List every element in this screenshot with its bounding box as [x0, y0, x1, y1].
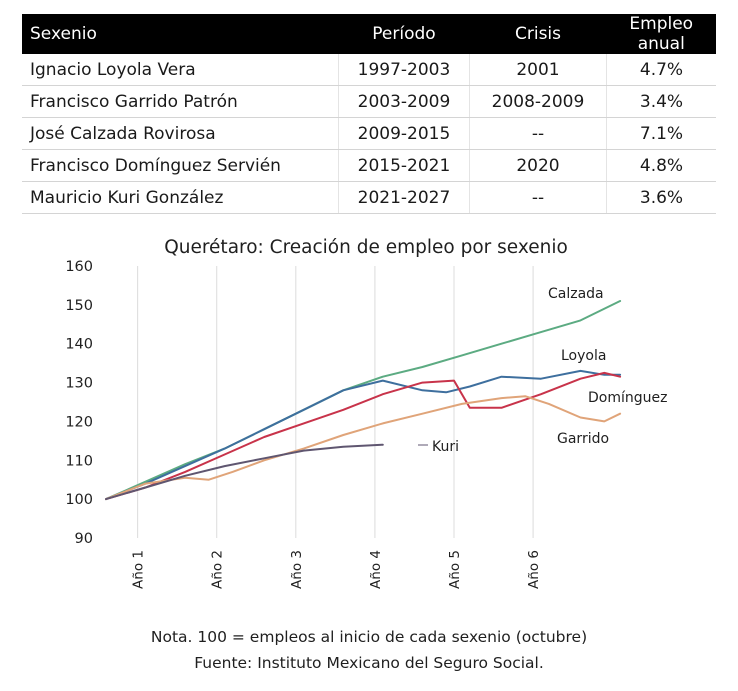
series-line-loyola	[105, 369, 622, 501]
x-tick-label: Año 1	[131, 550, 147, 589]
table-row: Francisco Domínguez Servién 2015-2021 2020…	[22, 149, 716, 182]
x-tick-label: Año 5	[447, 550, 463, 589]
series-line-dominguez	[105, 371, 622, 501]
chart-series	[105, 300, 622, 501]
table-body: Ignacio Loyola Vera 1997-2003 2001 4.7% Fran…	[22, 54, 716, 214]
table-cell: 2020	[469, 149, 607, 182]
chart-title: Querétaro: Creación de empleo por sexeni…	[164, 237, 568, 258]
table-cell: 7.1%	[606, 117, 716, 150]
x-tick-label: Año 3	[289, 550, 305, 589]
x-tick-label: Año 2	[210, 550, 226, 589]
series-line-calzada	[105, 300, 622, 501]
x-axis: Año 1 Año 2 Año 3 Año 4 Año 5 Año 6	[131, 550, 542, 589]
table-cell: 3.4%	[606, 85, 716, 118]
table-cell: Ignacio Loyola Vera	[22, 54, 339, 86]
table-row: José Calzada Rovirosa 2009-2015 -- 7.1%	[22, 117, 716, 150]
y-axis: 90 100 110 120 130 140 150 160	[65, 259, 93, 547]
table-header-cell: Sexenio	[22, 14, 339, 54]
table-header-cell: Crisis	[469, 14, 607, 54]
table-cell: 2008-2009	[469, 85, 607, 118]
y-tick-label: 140	[65, 337, 93, 353]
chart-gridlines	[137, 266, 534, 538]
table-cell: 2003-2009	[338, 85, 470, 118]
table-cell: 2009-2015	[338, 117, 470, 150]
table-row: Mauricio Kuri González 2021-2027 -- 3.6%	[22, 181, 716, 214]
series-label: Calzada	[548, 286, 604, 302]
y-tick-label: 110	[65, 453, 93, 469]
table-row: Ignacio Loyola Vera 1997-2003 2001 4.7%	[22, 54, 716, 86]
table-cell: 2021-2027	[338, 181, 470, 214]
series-line-kuri	[105, 443, 384, 501]
table-cell: 4.7%	[606, 54, 716, 86]
y-tick-label: 100	[65, 492, 93, 508]
y-tick-label: 120	[65, 414, 93, 430]
y-tick-label: 150	[65, 298, 93, 314]
table-row: Francisco Garrido Patrón 2003-2009 2008-20…	[22, 85, 716, 118]
y-tick-label: 130	[65, 376, 93, 392]
series-labels: Calzada Loyola Domínguez Garrido Kuri	[418, 286, 667, 455]
line-chart: Querétaro: Creación de empleo por sexeni…	[65, 237, 667, 589]
summary-table: Sexenio Período Crisis Empleo anual Ignacio…	[22, 14, 716, 214]
table-cell: 1997-2003	[338, 54, 470, 86]
series-label: Loyola	[561, 348, 606, 364]
table-header-row: Sexenio Período Crisis Empleo anual	[22, 14, 716, 54]
table-cell: --	[469, 117, 607, 150]
table-cell: Mauricio Kuri González	[22, 181, 339, 214]
table-cell: 2015-2021	[338, 149, 470, 182]
table-cell: Francisco Domínguez Servién	[22, 149, 339, 182]
table-cell: José Calzada Rovirosa	[22, 117, 339, 150]
series-label: Garrido	[557, 431, 609, 447]
series-label: Domínguez	[588, 390, 667, 406]
table-cell: 2001	[469, 54, 607, 86]
table-cell: 3.6%	[606, 181, 716, 214]
x-tick-label: Año 6	[526, 550, 542, 589]
chart-source: Fuente: Instituto Mexicano del Seguro So…	[194, 654, 544, 672]
table-cell: 4.8%	[606, 149, 716, 182]
table-header-cell: Empleo anual	[606, 14, 716, 54]
series-label: Kuri	[432, 439, 459, 455]
table-cell: --	[469, 181, 607, 214]
series-line-garrido	[105, 395, 622, 501]
table-cell: Francisco Garrido Patrón	[22, 85, 339, 118]
y-tick-label: 90	[75, 531, 93, 547]
table-header-cell: Período	[338, 14, 470, 54]
chart-note: Nota. 100 = empleos al inicio de cada se…	[150, 628, 588, 646]
y-tick-label: 160	[65, 259, 93, 275]
x-tick-label: Año 4	[368, 550, 384, 589]
